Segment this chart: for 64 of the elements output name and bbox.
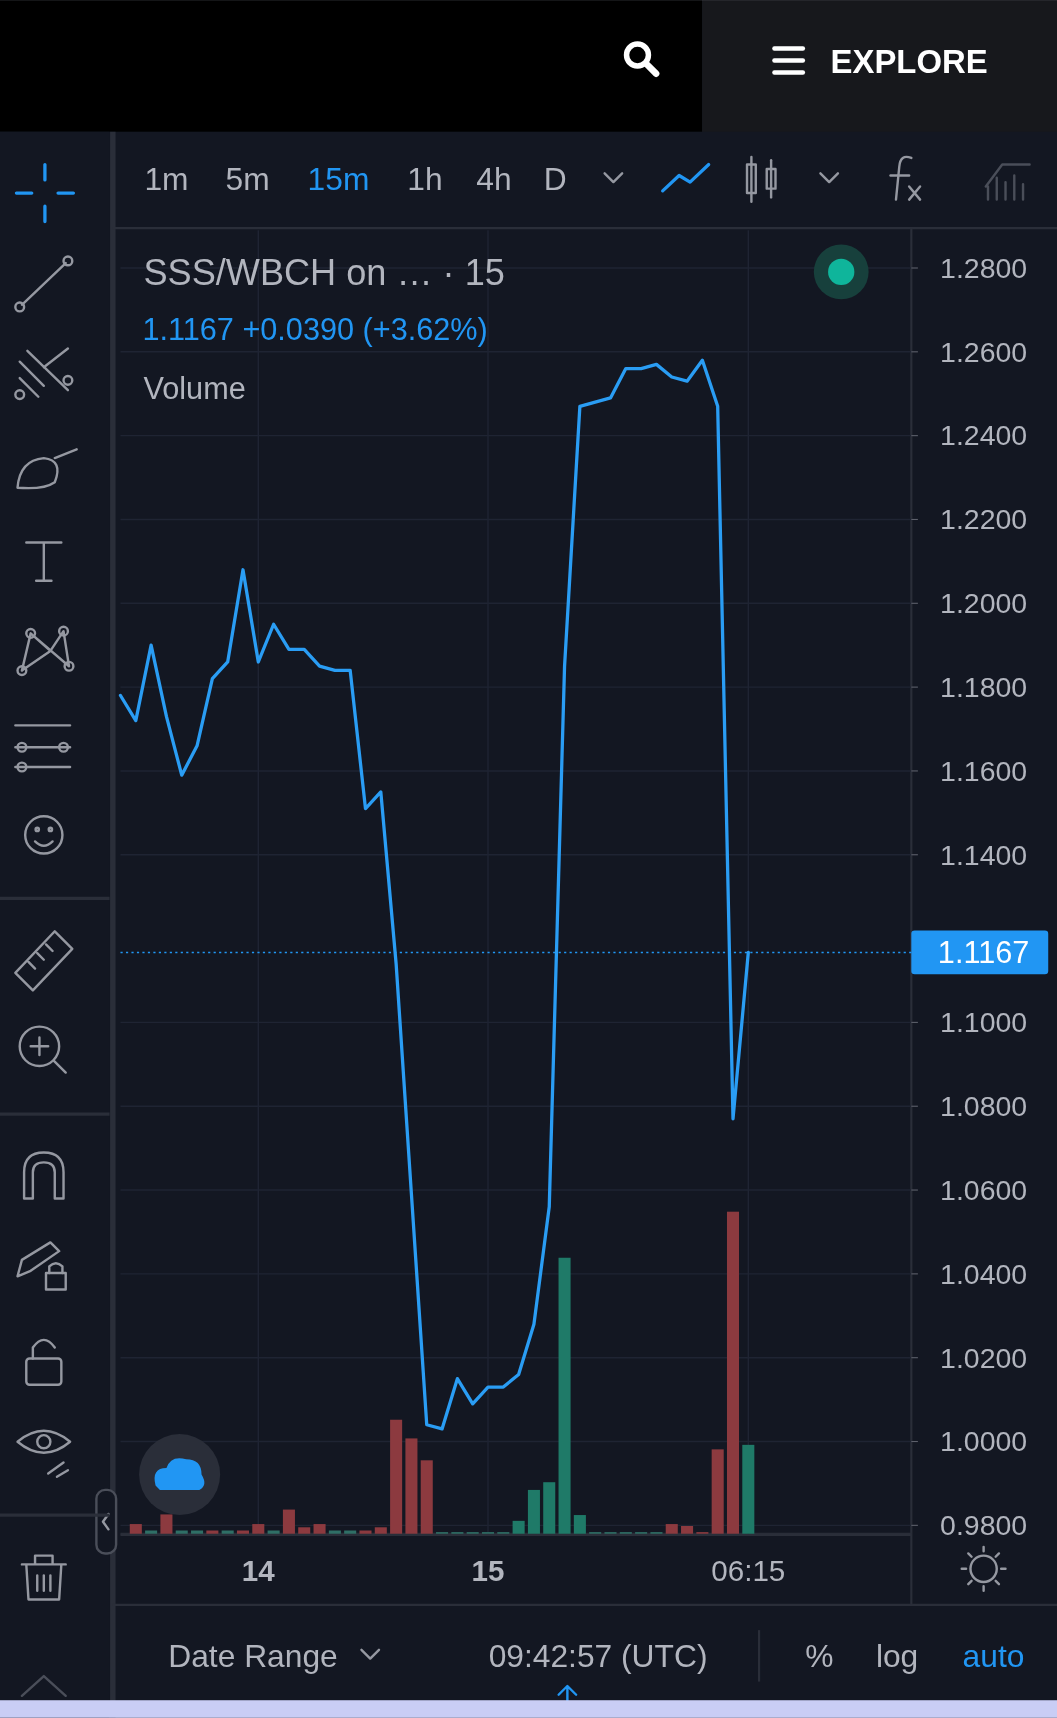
bar — [420, 1460, 433, 1534]
bar — [145, 1530, 158, 1534]
bar — [298, 1527, 311, 1534]
bar — [359, 1530, 372, 1534]
bar — [711, 1449, 724, 1534]
y-tick-label: 1.1800 — [940, 670, 1028, 703]
bar — [726, 1211, 740, 1534]
y-tick-label: 1.0800 — [940, 1090, 1028, 1123]
bar — [512, 1520, 525, 1534]
y-tick-label: 1.2600 — [940, 335, 1028, 368]
bar — [573, 1515, 586, 1534]
y-tick-label: 1.1400 — [940, 838, 1028, 871]
y-tick-label: 1.0200 — [940, 1341, 1028, 1374]
text: auto — [962, 1638, 1025, 1675]
y-tick-label: 1.0000 — [940, 1425, 1028, 1458]
text: 5m — [225, 160, 270, 197]
bar — [175, 1530, 188, 1534]
x-tick-label: 15 — [471, 1553, 505, 1587]
bar — [267, 1530, 280, 1534]
text: EXPLORE — [830, 42, 988, 80]
text: D — [543, 160, 567, 197]
bar — [313, 1524, 326, 1534]
y-tick-label: 1.2400 — [940, 419, 1028, 452]
text: 1h — [407, 160, 443, 197]
bar — [742, 1444, 755, 1534]
y-tick-label: 0.9800 — [940, 1509, 1028, 1542]
text: 1.1167 +0.0390 (+3.62%) — [142, 311, 488, 347]
bar — [543, 1482, 556, 1534]
x-tick-label: 06:15 — [711, 1553, 786, 1587]
y-tick-label: 1.1600 — [940, 754, 1028, 787]
text: log — [875, 1638, 919, 1675]
text: % — [805, 1638, 834, 1675]
bar — [558, 1257, 571, 1534]
bar — [191, 1530, 204, 1534]
bar — [344, 1530, 357, 1534]
bar — [374, 1527, 387, 1534]
bar — [129, 1524, 142, 1534]
bar — [405, 1438, 418, 1534]
text: 15m — [307, 160, 370, 197]
bar — [665, 1524, 678, 1534]
text: Date Range — [168, 1638, 338, 1675]
text: SSS/WBCH on … · 15 — [143, 252, 505, 294]
bar — [221, 1530, 234, 1534]
bar — [206, 1530, 219, 1534]
y-tick-label: 1.0400 — [940, 1257, 1028, 1290]
text: 1m — [144, 160, 189, 197]
y-tick-label: 1.0600 — [940, 1173, 1028, 1206]
bar — [282, 1509, 295, 1534]
text: 09:42:57 (UTC) — [488, 1638, 708, 1675]
text: 4h — [476, 160, 512, 197]
chart-title: Volume — [143, 370, 246, 405]
bar — [328, 1530, 341, 1534]
bar — [160, 1514, 173, 1534]
bar — [236, 1530, 250, 1534]
bar — [681, 1525, 694, 1534]
bar — [390, 1419, 403, 1534]
y-tick-label: 1.2800 — [940, 251, 1028, 284]
x-tick-label: 14 — [241, 1553, 276, 1587]
bar — [527, 1489, 540, 1534]
y-tick-label: 1.2000 — [940, 587, 1028, 620]
y-tick-label: 1.2200 — [940, 503, 1028, 536]
ref-line-label: 1.1167 — [937, 935, 1030, 970]
bar — [252, 1524, 265, 1534]
y-tick-label: 1.1000 — [940, 1006, 1028, 1039]
